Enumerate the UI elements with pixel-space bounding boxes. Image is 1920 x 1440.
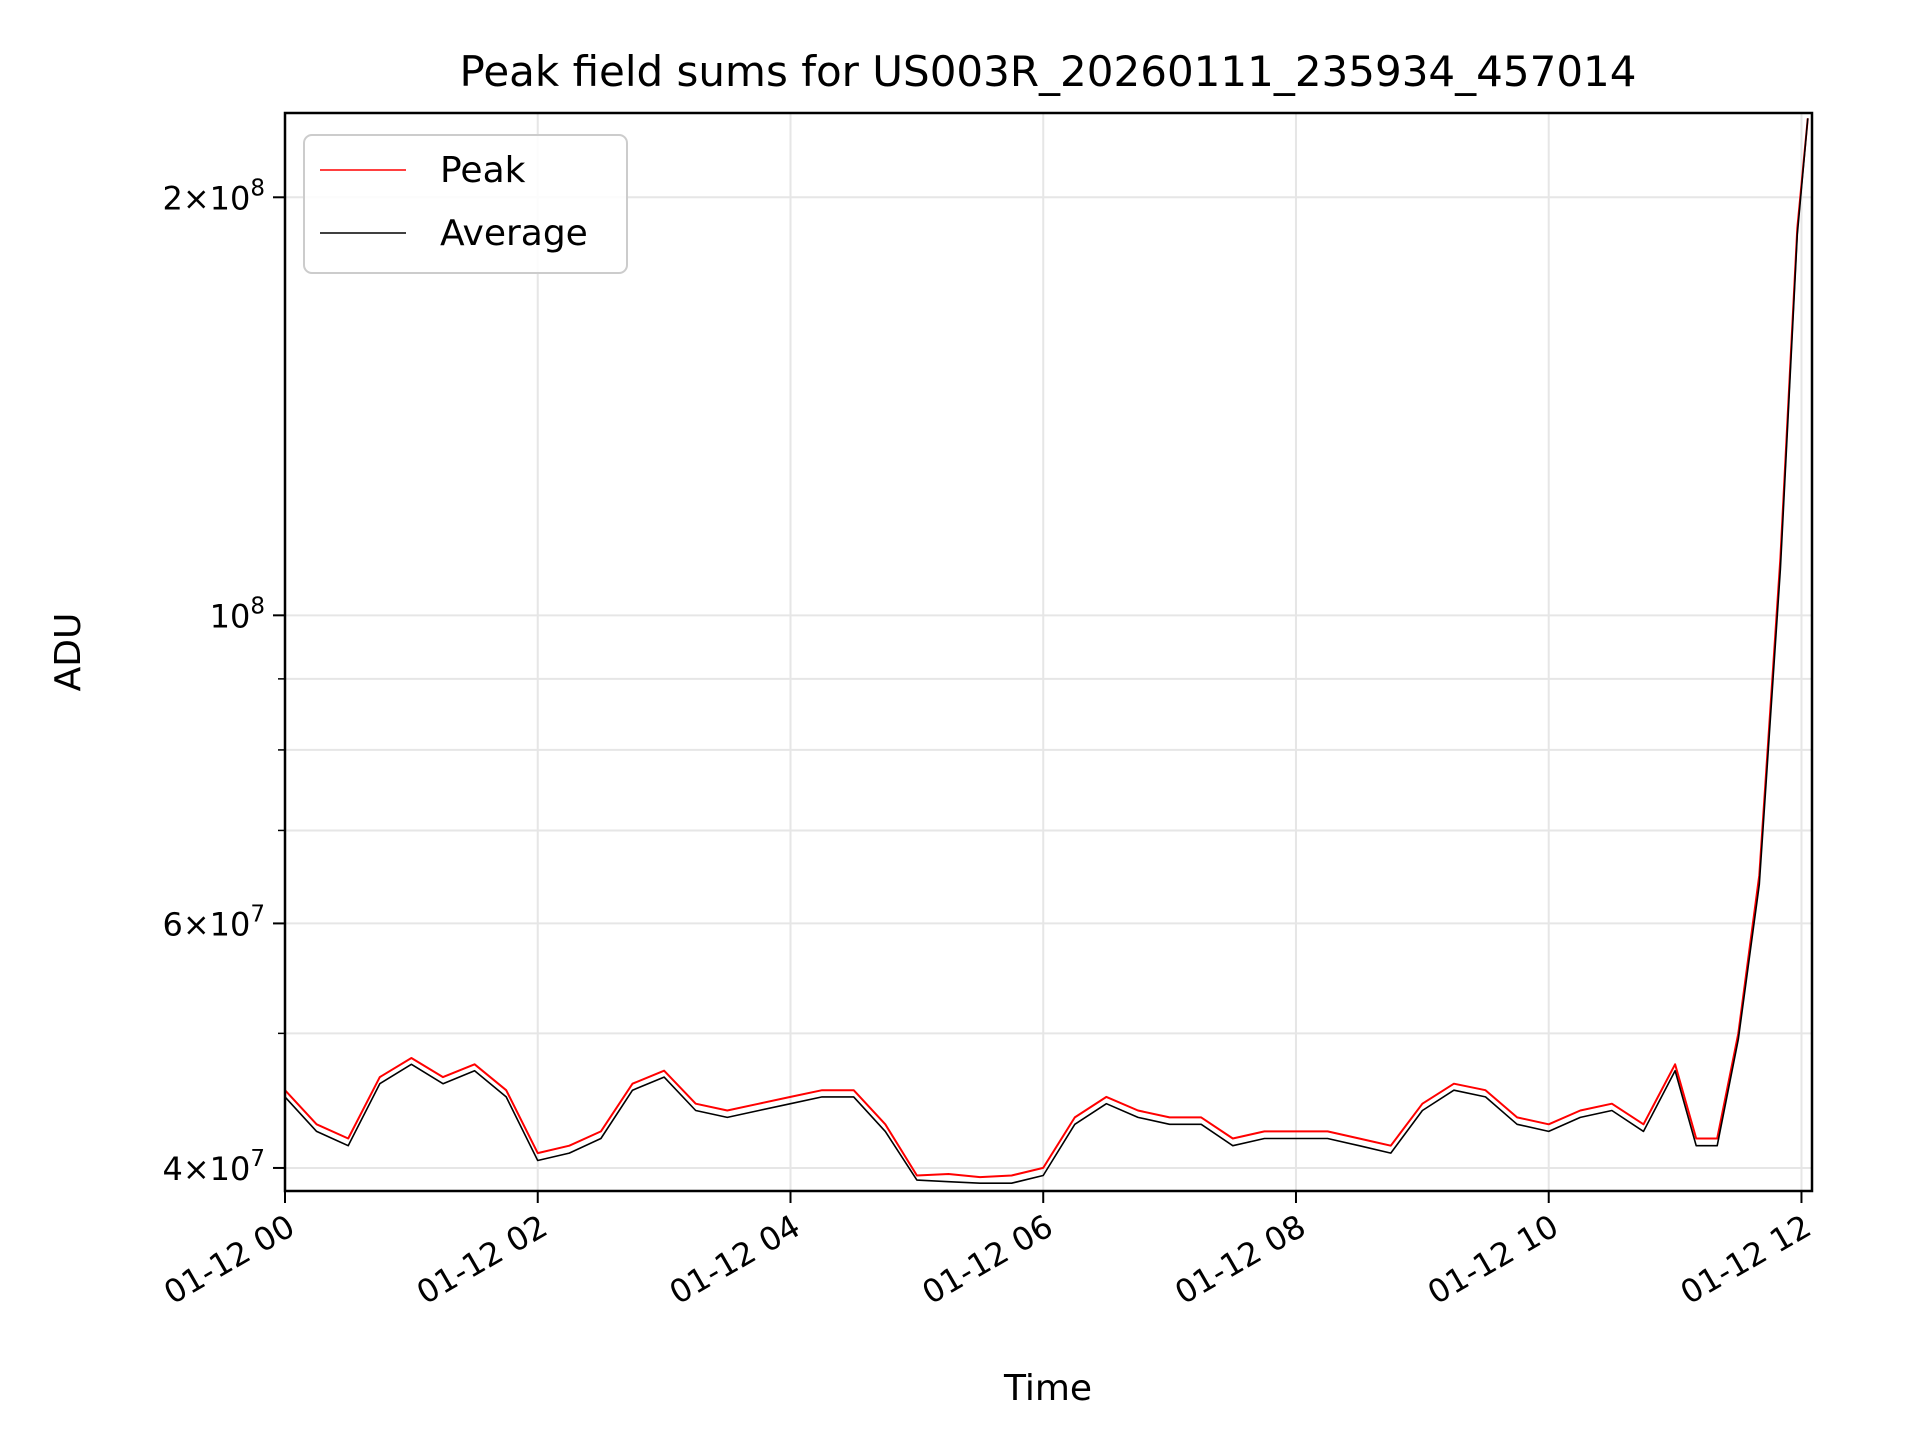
y-tick-label: 4×107 [162,1146,265,1188]
y-tick-label: 108 [210,593,265,635]
x-axis-label: Time [1003,1368,1092,1409]
series-line-peak [284,118,1809,1179]
y-axis-label: ADU [48,613,89,692]
plot-frame [283,111,1814,1193]
chart-title: Peak field sums for US003R_20260111_2359… [460,47,1637,96]
series-line-average [284,118,1809,1184]
grid-lines [284,113,1812,1191]
legend: Peak Average [303,134,628,274]
legend-label-peak: Peak [440,150,526,191]
y-tick-label: 2×108 [162,175,265,217]
legend-label-average: Average [440,213,588,254]
series-lines [284,118,1809,1184]
y-tick-label: 6×107 [162,901,265,943]
